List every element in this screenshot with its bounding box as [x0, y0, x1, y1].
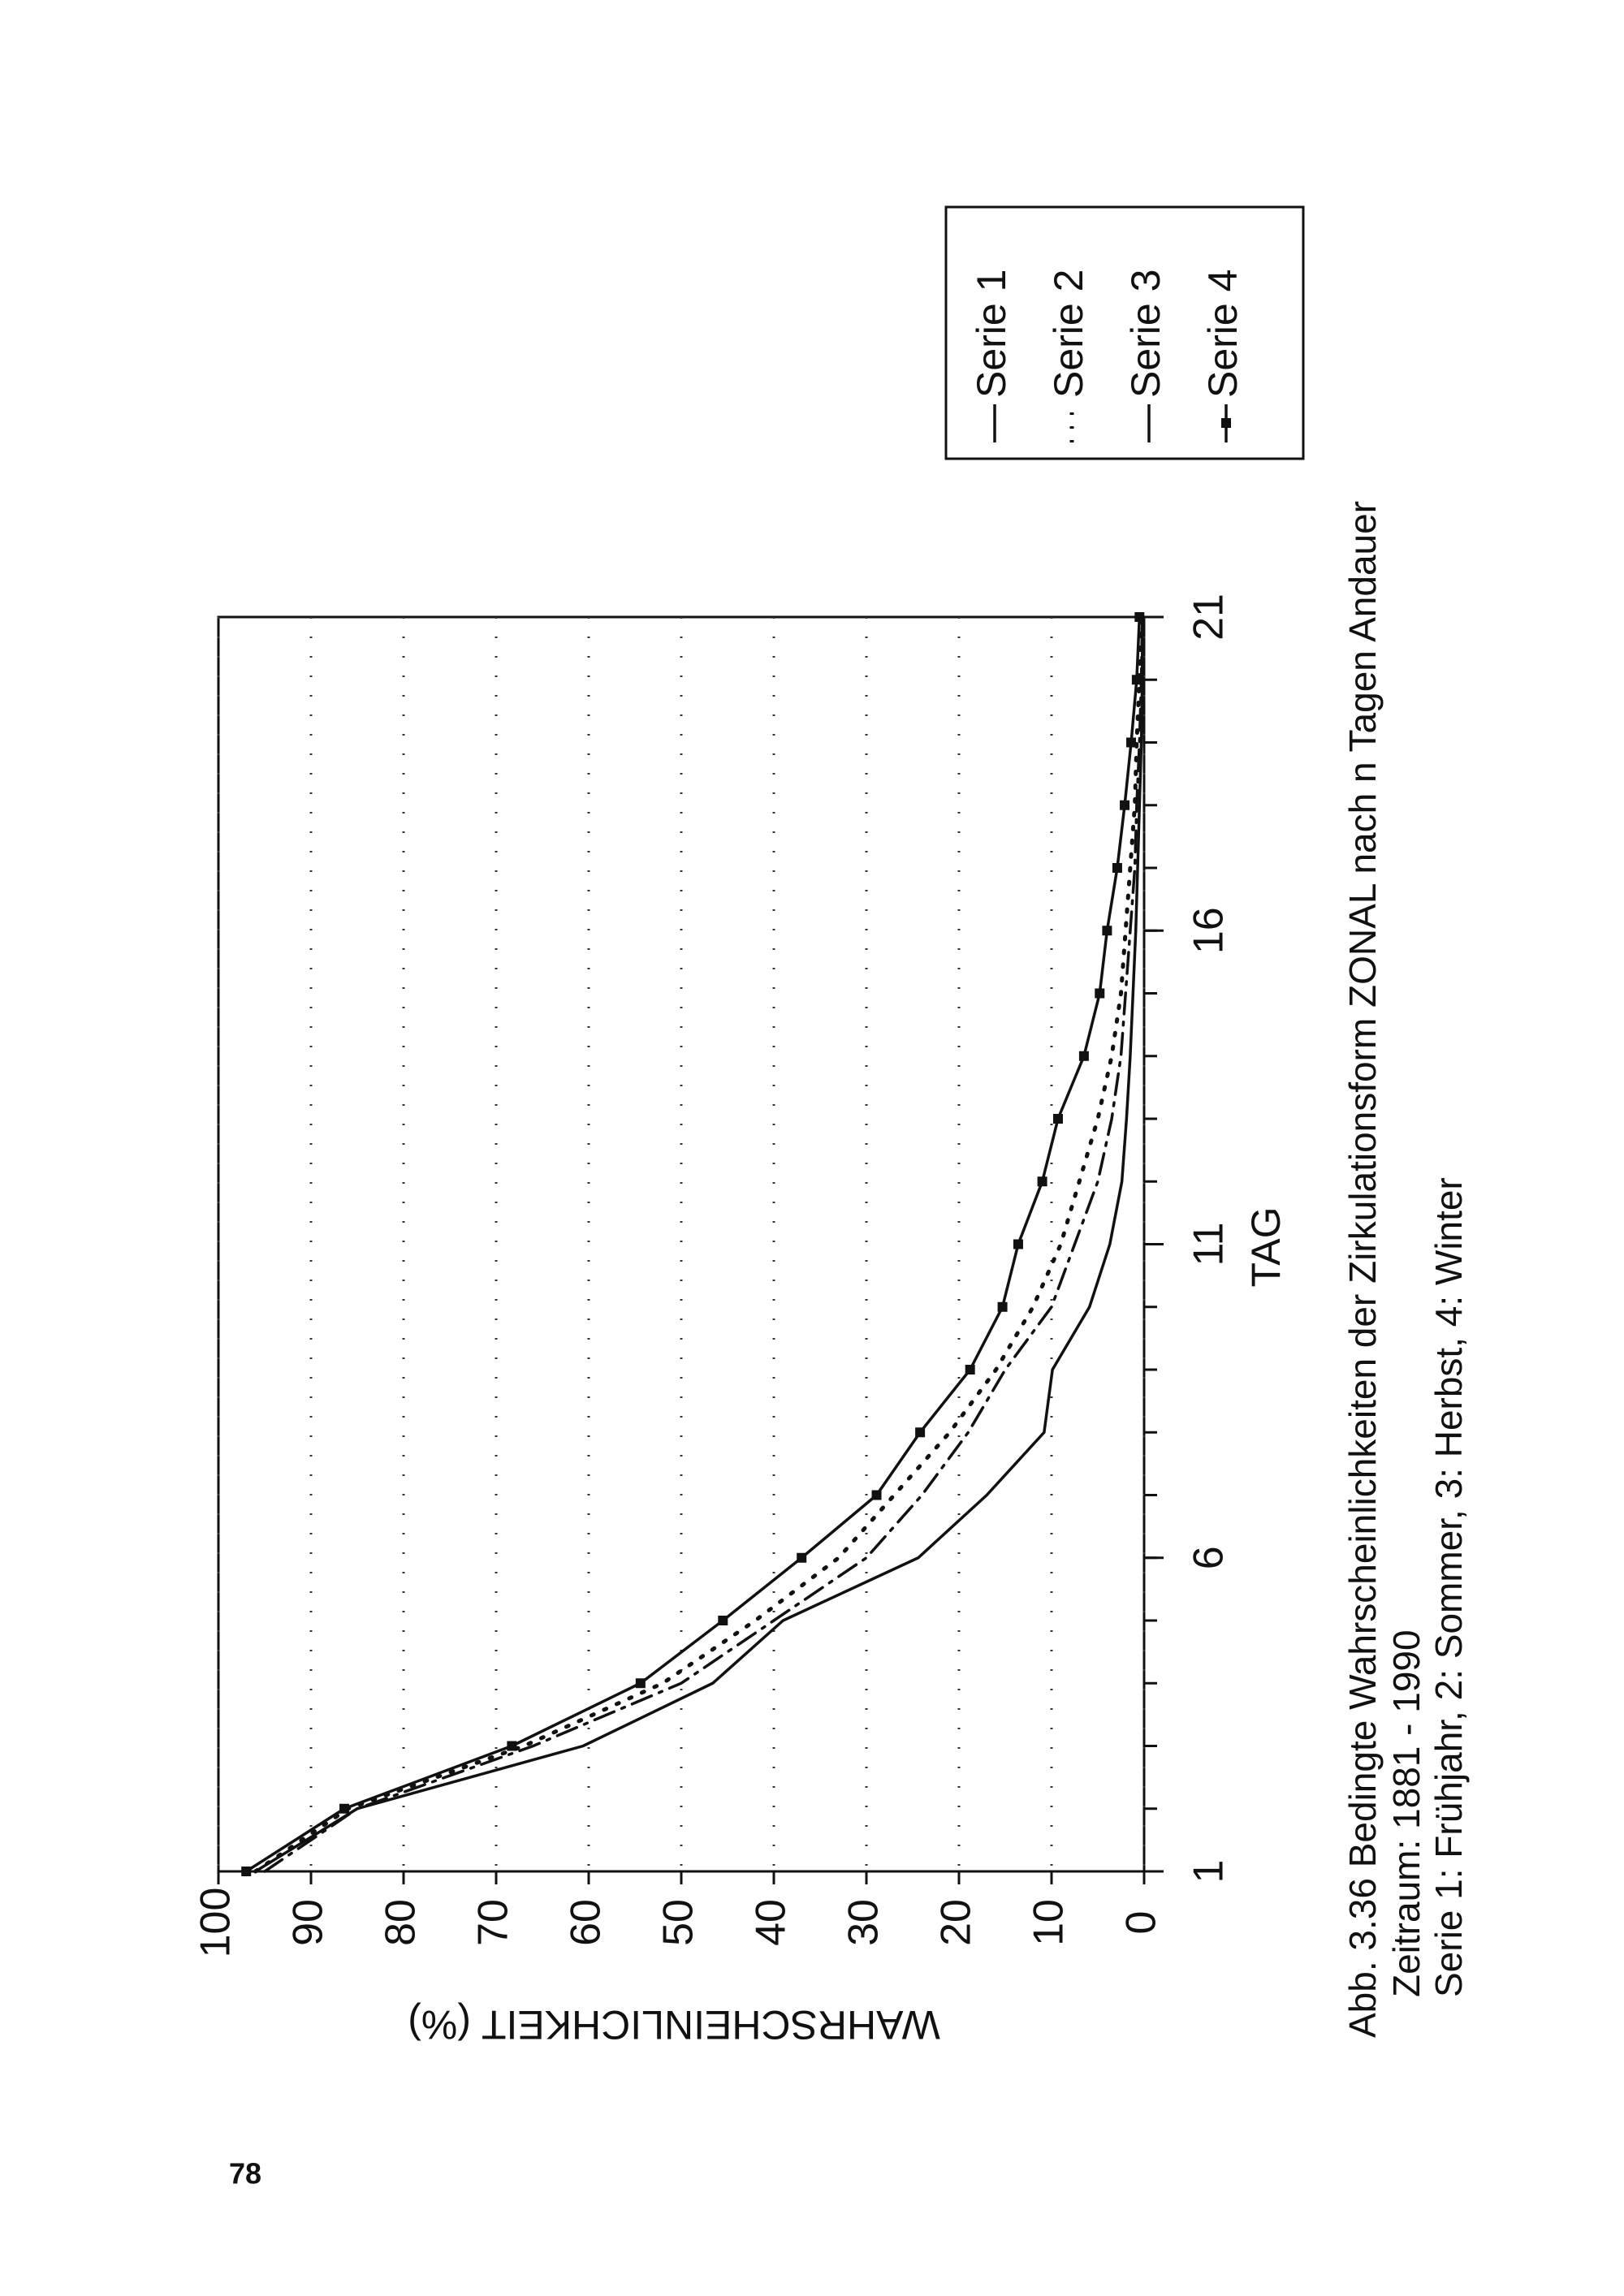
page-number: 78 [229, 2157, 261, 2190]
series-marker [339, 1803, 350, 1814]
series-marker [797, 1552, 807, 1563]
series-marker [1052, 1114, 1063, 1124]
x-tick-label: 16 [1186, 907, 1233, 954]
series-marker [1037, 1176, 1047, 1187]
legend-label: Serie 3 [1123, 270, 1168, 398]
series-line [253, 615, 1144, 1873]
series-marker [507, 1741, 517, 1751]
y-tick-label: 40 [748, 1899, 795, 1946]
series-marker [1095, 988, 1105, 999]
y-tick-label: 60 [563, 1899, 610, 1946]
x-tick-label: 6 [1186, 1546, 1233, 1569]
series-marker [997, 1301, 1008, 1312]
x-tick-label: 21 [1186, 593, 1233, 641]
legend-label: Serie 2 [1046, 270, 1091, 398]
series-marker [718, 1616, 728, 1625]
caption-line: Abb. 3.36 Bedingte Wahrscheinlichkeiten … [1341, 501, 1384, 2038]
y-tick-label: 100 [192, 1888, 240, 1958]
x-tick-label: 1 [1186, 1860, 1233, 1884]
series-marker [1134, 612, 1145, 622]
legend-label: Serie 1 [969, 270, 1014, 398]
series-marker [635, 1678, 646, 1689]
series-marker [1126, 737, 1137, 748]
series-marker [871, 1490, 882, 1500]
series-marker [965, 1365, 975, 1375]
series-line [253, 615, 1144, 1874]
y-tick-label: 20 [933, 1899, 980, 1946]
y-axis-label: WAHRSCHEINLICHKEIT (%) [408, 2002, 940, 2048]
x-tick-label: 11 [1186, 1223, 1233, 1267]
series-marker [1120, 800, 1130, 810]
caption-line: Zeitraum: 1881 - 1990 [1385, 1629, 1427, 1997]
series-marker [1078, 1051, 1089, 1061]
y-tick-label: 30 [840, 1899, 888, 1946]
series-marker [1013, 1239, 1023, 1249]
series-marker [915, 1427, 926, 1438]
series-marker [1112, 863, 1122, 873]
y-tick-label: 0 [1118, 1911, 1165, 1935]
y-tick-label: 50 [655, 1899, 702, 1946]
series-marker [1131, 675, 1142, 685]
y-tick-label: 90 [285, 1899, 332, 1946]
caption-line: Serie 1: Frühjahr, 2: Sommer, 3: Herbst,… [1427, 1177, 1470, 1997]
series-marker [1102, 926, 1112, 936]
x-axis-label: TAG [1243, 1206, 1289, 1287]
legend-marker [1221, 418, 1231, 428]
y-tick-label: 80 [378, 1899, 425, 1946]
legend-label: Serie 4 [1200, 270, 1246, 398]
legend-box [944, 205, 1305, 460]
y-tick-label: 10 [1026, 1899, 1073, 1946]
y-tick-label: 70 [470, 1899, 517, 1946]
series-marker [241, 1867, 252, 1876]
series-line [263, 615, 1144, 1873]
series-line [244, 615, 1142, 1873]
